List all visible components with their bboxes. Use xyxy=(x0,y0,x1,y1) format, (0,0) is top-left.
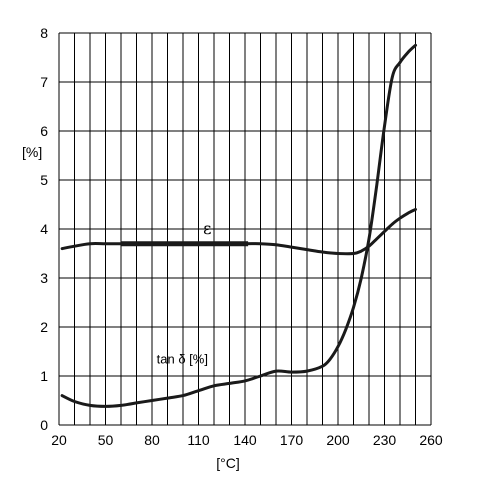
y-tick-label: 0 xyxy=(40,417,48,433)
x-tick-label: 50 xyxy=(98,432,114,448)
y-tick-label: 7 xyxy=(40,74,48,90)
y-tick-label: 5 xyxy=(40,172,48,188)
x-tick-label: 80 xyxy=(144,432,160,448)
x-axis-label: [°C] xyxy=(216,455,240,471)
series-layer xyxy=(60,43,417,408)
x-tick-label: 170 xyxy=(280,432,304,448)
y-tick-label: 6 xyxy=(40,123,48,139)
x-tick-label: 140 xyxy=(233,432,257,448)
y-tick-label: 4 xyxy=(40,221,48,237)
tick-labels: 20 50 80 110 140 170 200 230 260 0 1 2 3 4 5 6 7 8 xyxy=(40,25,443,448)
x-tick-label: 110 xyxy=(187,432,210,448)
y-tick-label: 8 xyxy=(40,25,48,41)
y-axis-label: [%] xyxy=(22,144,42,160)
grid xyxy=(58,32,432,426)
x-tick-label: 20 xyxy=(51,432,67,448)
y-tick-label: 1 xyxy=(40,368,48,384)
series-line-epsilon xyxy=(60,207,417,256)
x-tick-label: 230 xyxy=(373,432,397,448)
annotation-tan-delta: tan δ [%] xyxy=(157,351,208,366)
x-tick-label: 200 xyxy=(326,432,350,448)
series-line-tan-delta xyxy=(60,43,417,408)
y-tick-label: 3 xyxy=(40,270,48,286)
annotation-epsilon: ε xyxy=(203,219,211,238)
y-tick-label: 2 xyxy=(40,319,48,335)
x-tick-label: 260 xyxy=(419,432,443,448)
